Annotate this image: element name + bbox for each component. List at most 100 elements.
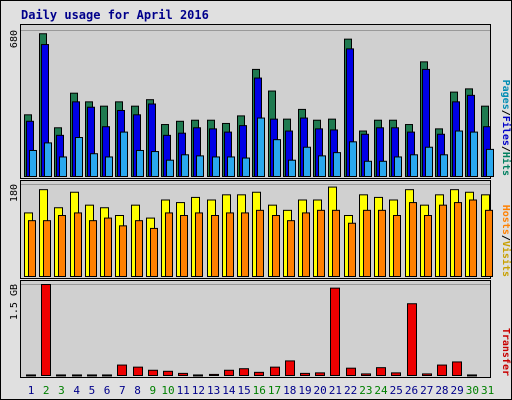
bar-hosts-day-3	[58, 215, 66, 277]
bar-pages-day-21	[333, 152, 341, 178]
bar-pages-day-20	[318, 155, 326, 178]
day-label-10: 10	[161, 384, 174, 397]
bar-hosts-day-28	[439, 204, 447, 278]
bar-pages-day-10	[166, 159, 174, 178]
day-label-17: 17	[268, 384, 281, 397]
bar-hosts-day-5	[89, 220, 97, 278]
bar-transfer-day-27	[422, 373, 432, 376]
bar-transfer-day-8	[133, 366, 143, 377]
bar-hosts-day-16	[256, 209, 264, 277]
day-label-16: 16	[253, 384, 266, 397]
bar-hosts-day-8	[135, 220, 143, 278]
bar-transfer-day-22	[346, 367, 356, 377]
bar-pages-day-29	[455, 130, 463, 178]
bar-transfer-day-23	[361, 373, 371, 376]
bar-transfer-day-12	[193, 374, 203, 377]
day-label-3: 3	[58, 384, 65, 397]
bar-transfer-day-20	[315, 372, 325, 376]
legend-separator: /	[500, 146, 511, 152]
panel-frame-transfer	[20, 280, 491, 378]
legend-visits-hosts: Hosts/Visits	[500, 205, 512, 277]
bar-pages-day-11	[181, 154, 189, 177]
day-label-8: 8	[134, 384, 141, 397]
bar-hosts-day-9	[150, 227, 158, 278]
day-label-2: 2	[43, 384, 50, 397]
bar-pages-day-23	[364, 160, 372, 177]
bar-transfer-day-1	[26, 374, 36, 377]
bar-hosts-day-25	[393, 215, 401, 277]
bar-hosts-day-15	[241, 212, 249, 278]
day-label-9: 9	[149, 384, 156, 397]
day-label-31: 31	[481, 384, 494, 397]
bar-pages-day-4	[75, 137, 83, 177]
bar-transfer-day-10	[163, 370, 173, 376]
bar-pages-day-14	[227, 156, 235, 178]
bar-pages-day-27	[425, 146, 433, 177]
bar-hosts-day-4	[74, 212, 82, 278]
bar-transfer-day-9	[148, 369, 158, 377]
bar-transfer-day-5	[87, 374, 97, 377]
day-label-21: 21	[329, 384, 342, 397]
bar-pages-day-30	[470, 131, 478, 177]
day-label-4: 4	[73, 384, 80, 397]
legend-item-transfer: Transfer	[500, 328, 511, 376]
bar-hosts-day-30	[469, 199, 477, 277]
bar-hosts-day-29	[454, 202, 462, 277]
bar-hosts-day-19	[302, 212, 310, 278]
day-label-28: 28	[435, 384, 448, 397]
day-label-18: 18	[283, 384, 296, 397]
bar-transfer-day-11	[178, 372, 188, 376]
day-label-13: 13	[207, 384, 220, 397]
day-label-20: 20	[314, 384, 327, 397]
day-label-19: 19	[298, 384, 311, 397]
bar-transfer-day-16	[254, 371, 264, 376]
bar-hosts-day-7	[119, 225, 127, 277]
bar-transfer-day-25	[391, 372, 401, 376]
bar-transfer-day-30	[467, 374, 477, 377]
bar-pages-day-24	[379, 160, 387, 177]
bar-pages-day-22	[349, 141, 357, 178]
bar-transfer-day-29	[452, 361, 462, 376]
day-label-24: 24	[374, 384, 388, 397]
day-label-15: 15	[237, 384, 250, 397]
bar-pages-day-31	[486, 148, 494, 178]
bar-transfer-day-7	[117, 364, 127, 376]
bar-hosts-day-24	[378, 209, 386, 277]
bar-transfer-day-15	[239, 368, 249, 377]
bar-transfer-day-24	[376, 367, 386, 377]
bar-transfer-day-21	[330, 287, 340, 377]
bar-pages-day-18	[288, 159, 296, 178]
bar-hosts-day-23	[363, 209, 371, 277]
bar-pages-day-26	[410, 154, 418, 177]
bar-transfer-day-4	[72, 374, 82, 377]
legend-separator: /	[500, 110, 511, 116]
day-label-12: 12	[192, 384, 205, 397]
bar-hosts-day-1	[28, 220, 36, 278]
day-label-23: 23	[359, 384, 372, 397]
day-label-25: 25	[390, 384, 403, 397]
bar-pages-day-5	[90, 153, 98, 177]
day-label-5: 5	[89, 384, 96, 397]
bar-pages-day-15	[242, 157, 250, 177]
bar-pages-day-8	[136, 149, 144, 177]
bar-hosts-day-20	[317, 209, 325, 277]
chart-title: Daily usage for April 2016	[21, 8, 209, 22]
day-label-14: 14	[222, 384, 236, 397]
bar-transfer-day-26	[407, 303, 417, 376]
bar-pages-day-6	[105, 156, 113, 178]
bar-pages-day-7	[120, 131, 128, 177]
bar-hosts-day-2	[43, 220, 51, 278]
day-label-1: 1	[28, 384, 35, 397]
day-label-6: 6	[104, 384, 111, 397]
bar-transfer-day-2	[41, 284, 51, 376]
legend-item-pages: Pages	[500, 80, 511, 110]
bar-hosts-day-17	[272, 215, 280, 277]
bar-transfer-day-14	[224, 369, 234, 377]
bar-transfer-day-19	[300, 372, 310, 376]
bar-hosts-day-31	[485, 209, 493, 277]
bar-hosts-day-14	[226, 212, 234, 278]
bar-hosts-day-6	[104, 217, 112, 277]
bar-pages-day-9	[151, 151, 159, 177]
